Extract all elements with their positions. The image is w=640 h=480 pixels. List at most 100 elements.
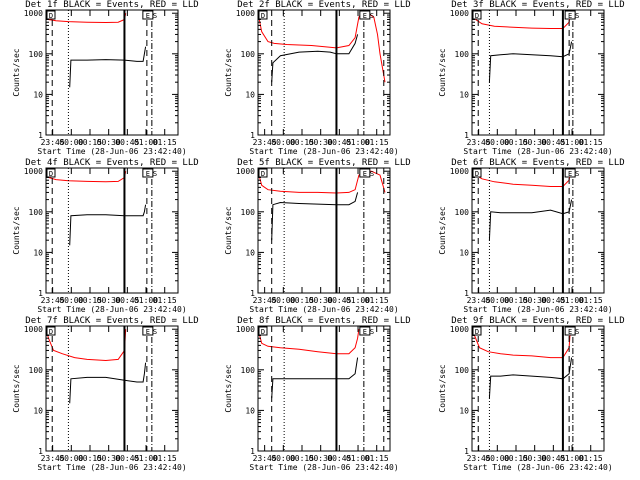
marker-label-d: D: [49, 170, 53, 178]
marker-box: [142, 326, 154, 336]
x-axis-label: Start Time (28-Jun-06 23:42:40): [37, 147, 186, 156]
marker-box: [472, 326, 482, 336]
x-tick-label: 23:45: [253, 138, 277, 147]
marker-label-s: S: [370, 170, 374, 178]
x-tick-label: 00:15: [504, 454, 528, 463]
marker-box: [46, 10, 56, 20]
x-tick-label: 00:30: [309, 454, 333, 463]
marker-box: [258, 10, 268, 20]
marker-label-s: S: [575, 170, 579, 178]
plot-frame: [471, 167, 605, 294]
x-tick-label: 00:30: [97, 454, 121, 463]
marker-label-s: S: [370, 12, 374, 20]
panel-9: Det 9f BLACK = Events, RED = LLD 1 10 100 10…: [438, 316, 625, 472]
plot-frame: [471, 325, 605, 452]
y-tick-label: 1000: [450, 167, 469, 176]
x-tick-label: 00:15: [78, 454, 102, 463]
y-axis-label: Counts/sec: [12, 206, 21, 254]
marker-box: [564, 326, 576, 336]
black-series-line: [69, 204, 147, 246]
x-tick-label: 23:45: [41, 454, 65, 463]
red-series-line: [471, 11, 571, 29]
panel-title: Det 3f BLACK = Events, RED = LLD: [451, 0, 624, 10]
x-tick-label: 00:00: [59, 454, 83, 463]
red-series-line: [471, 327, 571, 359]
x-tick-label: 00:45: [327, 454, 351, 463]
y-tick-label: 1000: [24, 325, 43, 334]
y-tick-label: 1000: [24, 167, 43, 176]
panel-title: Det 1f BLACK = Events, RED = LLD: [25, 0, 198, 10]
x-tick-label: 00:30: [97, 296, 121, 305]
x-axis-label: Start Time (28-Jun-06 23:42:40): [37, 305, 186, 314]
y-tick-label: 10: [459, 406, 469, 415]
y-tick-label: 1000: [450, 9, 469, 18]
x-axis-label: Start Time (28-Jun-06 23:42:40): [249, 305, 398, 314]
x-tick-label: 23:45: [41, 138, 65, 147]
x-tick-label: 00:30: [523, 138, 547, 147]
x-tick-label: 01:00: [346, 454, 370, 463]
x-tick-label: 01:00: [560, 138, 584, 147]
x-tick-label: 01:15: [579, 138, 603, 147]
y-axis-label: Counts/sec: [12, 364, 21, 412]
y-tick-label: 1: [464, 289, 469, 298]
x-tick-label: 00:15: [290, 296, 314, 305]
x-tick-label: 01:00: [346, 296, 370, 305]
y-tick-label: 1: [38, 447, 43, 456]
marker-box: [359, 168, 371, 178]
x-tick-label: 00:45: [327, 138, 351, 147]
y-tick-label: 100: [29, 208, 44, 217]
x-axis-label: Start Time (28-Jun-06 23:42:40): [463, 147, 612, 156]
y-tick-label: 1: [250, 131, 255, 140]
x-tick-label: 00:15: [290, 138, 314, 147]
panel-2: Det 2f BLACK = Events, RED = LLD 1 10 100 10…: [224, 0, 411, 156]
x-tick-label: 01:00: [560, 296, 584, 305]
x-axis-label: Start Time (28-Jun-06 23:42:40): [463, 463, 612, 472]
x-tick-label: 00:45: [541, 138, 565, 147]
marker-label-s: S: [153, 12, 157, 20]
marker-label-e: E: [568, 12, 572, 20]
y-axis-label: Counts/sec: [438, 364, 447, 412]
x-tick-label: 23:45: [253, 454, 277, 463]
marker-box: [142, 168, 154, 178]
y-tick-label: 1: [464, 131, 469, 140]
y-tick-label: 1: [38, 131, 43, 140]
red-series-line: [45, 171, 127, 183]
x-tick-label: 00:45: [115, 454, 139, 463]
red-series-line: [471, 169, 571, 187]
marker-label-d: D: [261, 328, 265, 336]
y-tick-label: 100: [29, 50, 44, 59]
marker-label-d: D: [49, 328, 53, 336]
x-tick-label: 01:00: [134, 454, 158, 463]
plot-frame: [257, 325, 391, 452]
black-series-line: [271, 192, 359, 241]
panel-3: Det 3f BLACK = Events, RED = LLD 1 10 100 10…: [438, 0, 625, 156]
y-tick-label: 1000: [450, 325, 469, 334]
panel-title: Det 8f BLACK = Events, RED = LLD: [237, 316, 410, 326]
x-tick-label: 00:15: [78, 138, 102, 147]
x-tick-label: 01:15: [365, 138, 389, 147]
panel-title: Det 2f BLACK = Events, RED = LLD: [237, 0, 410, 10]
black-series-line: [69, 46, 147, 88]
x-tick-label: 00:00: [271, 296, 295, 305]
x-tick-label: 00:15: [504, 138, 528, 147]
x-tick-label: 01:15: [579, 296, 603, 305]
panel-7: Det 7f BLACK = Events, RED = LLD 1 10 100 10…: [12, 316, 199, 472]
x-tick-label: 00:00: [485, 138, 509, 147]
marker-label-e: E: [363, 12, 367, 20]
x-tick-label: 01:15: [365, 296, 389, 305]
black-series-line: [271, 357, 359, 399]
x-tick-label: 01:15: [365, 454, 389, 463]
x-tick-label: 00:00: [271, 454, 295, 463]
y-tick-label: 10: [33, 248, 43, 257]
y-axis-label: Counts/sec: [224, 206, 233, 254]
x-tick-label: 00:45: [115, 296, 139, 305]
red-series-line: [257, 329, 360, 355]
marker-label-s: S: [575, 12, 579, 20]
marker-label-s: S: [370, 328, 374, 336]
x-axis-label: Start Time (28-Jun-06 23:42:40): [37, 463, 186, 472]
x-tick-label: 23:45: [467, 454, 491, 463]
panel-5: Det 5f BLACK = Events, RED = LLD 1 10 100 10…: [224, 158, 411, 314]
y-tick-label: 10: [245, 248, 255, 257]
marker-label-d: D: [49, 12, 53, 20]
x-tick-label: 00:15: [290, 454, 314, 463]
